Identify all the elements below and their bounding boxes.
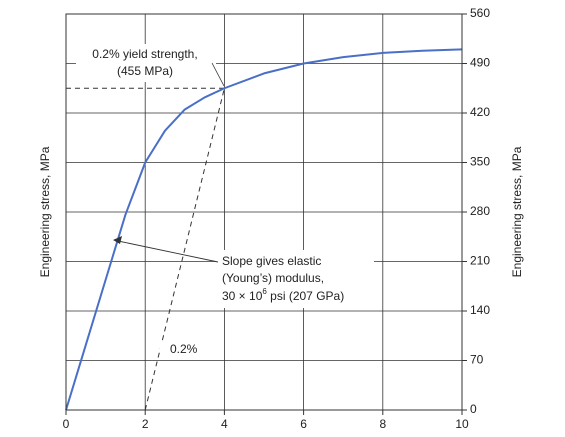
annotation: 6 <box>262 287 267 296</box>
arrow-line <box>117 240 219 263</box>
annotation: Slope gives elastic <box>222 254 321 268</box>
arrow-head <box>113 236 122 244</box>
y-tick-label: 140 <box>470 303 490 317</box>
y-tick-label: 70 <box>470 353 484 367</box>
annotation: (Young’s) modulus, <box>222 271 324 285</box>
annotation-box <box>216 250 374 308</box>
x-tick-label: 4 <box>221 417 228 431</box>
y-tick-label: 210 <box>470 254 490 268</box>
annotation: 30 × 10 <box>222 289 263 303</box>
x-tick-label: 0 <box>63 417 70 431</box>
y-tick-label: 350 <box>470 155 490 169</box>
y2-axis-label: Engineering stress, MPa <box>510 146 524 277</box>
y-tick-label: 420 <box>470 105 490 119</box>
annotation-box <box>160 341 200 359</box>
y-axis-label: Engineering stress, MPa <box>38 146 52 277</box>
annotation: psi (207 GPa) <box>267 289 344 303</box>
annotation: (455 MPa) <box>117 64 173 78</box>
annotation: 0.2% <box>170 342 198 356</box>
annotation: 30 × 106 psi (207 GPa) <box>222 287 344 303</box>
x-tick-label: 6 <box>300 417 307 431</box>
plot <box>65 48 463 411</box>
x-tick-label: 8 <box>379 417 386 431</box>
offset-line <box>144 88 225 411</box>
annotation: 0.2% yield strength, <box>92 47 197 61</box>
x-tick-label: 2 <box>142 417 149 431</box>
y-tick-label: 0 <box>470 402 477 416</box>
y-tick-label: 560 <box>470 6 490 20</box>
y-tick-label: 490 <box>470 56 490 70</box>
y-tick-label: 280 <box>470 204 490 218</box>
stress-strain-curve <box>65 48 463 411</box>
x-tick-label: 10 <box>455 417 469 431</box>
leader-line <box>211 62 225 87</box>
annotation-box <box>76 44 216 82</box>
